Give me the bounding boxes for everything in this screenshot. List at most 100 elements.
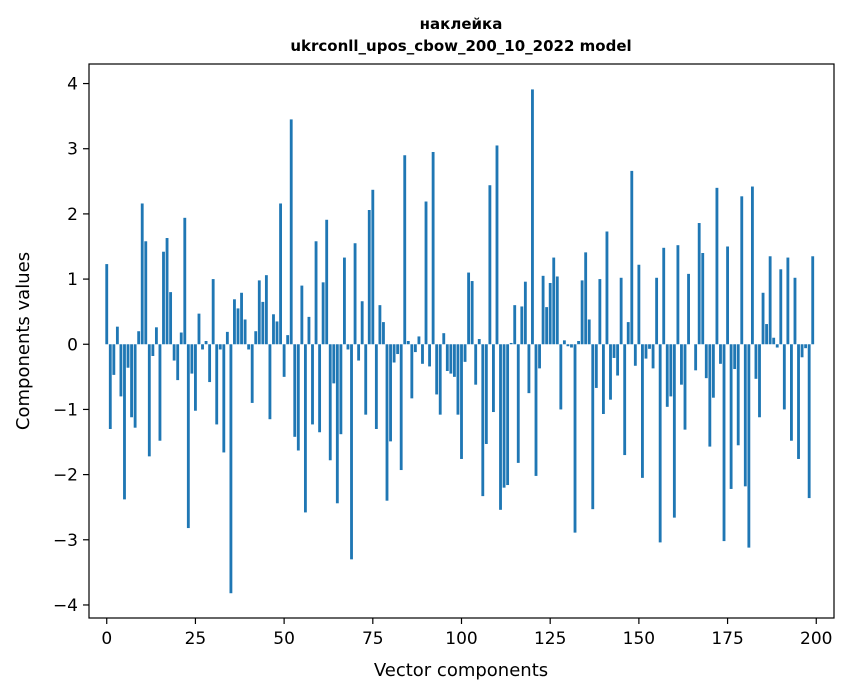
bar-131 — [570, 344, 573, 348]
bar-186 — [765, 324, 769, 345]
bar-146 — [623, 344, 627, 456]
bar-181 — [747, 344, 751, 548]
bar-174 — [722, 344, 726, 542]
bar-86 — [410, 344, 414, 399]
bar-57 — [307, 316, 311, 345]
bar-53 — [293, 344, 297, 437]
x-tick-label-200: 200 — [800, 629, 832, 649]
bar-111 — [499, 344, 502, 510]
bar-45 — [264, 275, 268, 345]
bar-77 — [378, 305, 382, 345]
bar-62 — [325, 219, 329, 345]
bar-70 — [353, 243, 357, 345]
bar-189 — [775, 344, 779, 348]
bar-91 — [428, 344, 431, 367]
bar-156 — [658, 344, 662, 543]
x-tick-label-100: 100 — [445, 629, 477, 649]
bar-44 — [261, 301, 265, 345]
bar-199 — [811, 256, 815, 345]
bar-121 — [534, 344, 538, 476]
bar-124 — [545, 307, 549, 345]
bar-136 — [587, 319, 591, 345]
bar-28 — [204, 341, 208, 345]
bar-39 — [243, 319, 247, 345]
bar-110 — [495, 145, 499, 345]
bar-52 — [289, 119, 293, 345]
bar-177 — [733, 344, 737, 370]
bar-180 — [743, 344, 747, 487]
bar-33 — [222, 344, 226, 453]
bar-145 — [619, 277, 623, 345]
bar-32 — [218, 344, 222, 350]
bar-84 — [403, 155, 407, 345]
bar-119 — [527, 344, 531, 394]
bar-64 — [332, 344, 336, 384]
chart-title-line-2: ukrconll_upos_cbow_200_10_2022 model — [290, 37, 631, 55]
bar-164 — [687, 273, 690, 345]
bar-184 — [758, 344, 761, 418]
bar-115 — [513, 305, 517, 345]
bar-55 — [300, 285, 304, 345]
bar-87 — [413, 344, 417, 353]
x-axis-label: Vector components — [374, 660, 548, 681]
bar-1 — [108, 344, 112, 429]
y-tick-label-1: 1 — [67, 270, 78, 290]
bar-18 — [169, 292, 173, 345]
bar-188 — [772, 337, 776, 345]
x-axis-ticks: 0 25 50 75 100 125 150 175 200 — [101, 618, 832, 649]
y-tick-label--3: −3 — [53, 531, 78, 551]
x-tick-label-75: 75 — [362, 629, 384, 649]
bar-161 — [676, 245, 680, 345]
bar-14 — [154, 327, 158, 345]
bar-138 — [594, 344, 598, 388]
bar-81 — [392, 344, 396, 363]
bar-83 — [399, 344, 403, 471]
bar-190 — [779, 269, 783, 345]
bar-47 — [272, 314, 275, 345]
bar-173 — [719, 344, 722, 364]
bar-0 — [105, 264, 109, 345]
bar-127 — [555, 276, 559, 345]
bar-30 — [211, 279, 215, 345]
chart-title-line-1: наклейка — [420, 15, 503, 33]
bar-78 — [382, 322, 385, 345]
bar-152 — [644, 344, 648, 359]
bar-137 — [591, 344, 595, 510]
y-axis-label: Components values — [13, 252, 34, 430]
bar-56 — [303, 344, 307, 513]
bar-94 — [438, 344, 442, 415]
x-tick-label-175: 175 — [711, 629, 743, 649]
bar-80 — [389, 344, 392, 442]
bar-26 — [197, 313, 201, 345]
y-tick-label-3: 3 — [67, 140, 78, 160]
bar-11 — [144, 241, 148, 345]
bar-89 — [421, 344, 424, 364]
bar-73 — [364, 344, 368, 415]
bar-10 — [140, 203, 144, 345]
x-tick-label-150: 150 — [623, 629, 655, 649]
bar-128 — [559, 344, 563, 410]
bar-140 — [601, 344, 605, 414]
bar-50 — [282, 344, 286, 377]
bar-2 — [112, 344, 116, 375]
bar-20 — [176, 344, 180, 381]
bar-102 — [467, 272, 471, 345]
bar-8 — [133, 344, 137, 428]
bar-51 — [286, 335, 290, 345]
y-tick-label-4: 4 — [67, 75, 78, 95]
bar-68 — [346, 344, 350, 350]
bar-147 — [626, 322, 630, 345]
bar-193 — [790, 344, 793, 441]
bar-3 — [115, 326, 119, 345]
bar-13 — [151, 344, 155, 356]
bar-66 — [339, 344, 343, 435]
bar-154 — [651, 344, 655, 369]
y-tick-label--4: −4 — [53, 596, 78, 616]
bar-106 — [481, 344, 485, 497]
bar-129 — [562, 340, 566, 345]
bar-76 — [374, 344, 378, 429]
bar-92 — [431, 151, 435, 345]
bar-187 — [768, 256, 772, 345]
bar-195 — [797, 344, 800, 459]
bar-48 — [275, 321, 279, 345]
